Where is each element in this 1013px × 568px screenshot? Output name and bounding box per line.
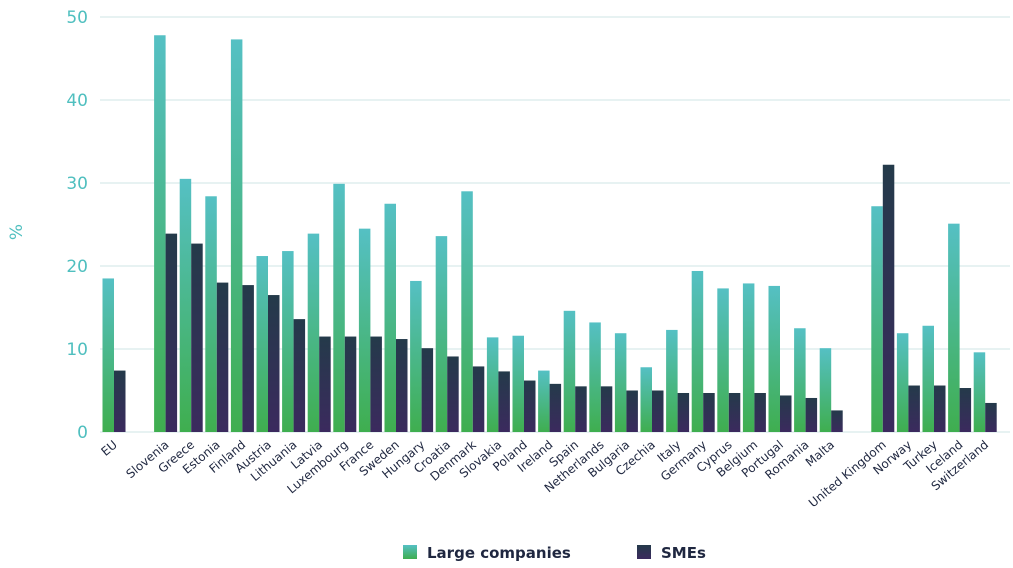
legend-label-large-companies: Large companies: [427, 544, 571, 562]
bar-smes: [703, 392, 715, 432]
bar-smes: [293, 319, 306, 432]
bar-smes: [882, 164, 895, 433]
y-tick-label: 50: [66, 8, 88, 28]
y-tick-label: 40: [66, 91, 88, 111]
bar-smes: [575, 386, 587, 432]
bar-smes: [780, 395, 792, 432]
y-tick-label: 0: [77, 423, 88, 443]
bar-large-companies: [538, 370, 550, 432]
bar-smes: [805, 397, 818, 432]
bar-large-companies: [461, 191, 473, 432]
bar-smes: [447, 356, 459, 432]
bar-smes: [754, 392, 766, 432]
bar-large-companies: [102, 278, 114, 432]
bar-smes: [319, 336, 331, 432]
bar-smes: [728, 392, 741, 432]
bar-smes: [908, 385, 920, 432]
bar-large-companies: [512, 335, 524, 432]
bar-large-companies: [819, 348, 832, 432]
bar-large-companies: [871, 206, 883, 432]
bar-smes: [959, 388, 972, 432]
y-tick-label: 20: [66, 257, 88, 277]
bar-large-companies: [717, 288, 729, 432]
bar-smes: [985, 402, 997, 432]
bar-smes: [498, 371, 510, 432]
x-tick-label: Malta: [803, 438, 837, 470]
bar-large-companies: [282, 251, 294, 432]
bar-smes: [626, 390, 638, 432]
bar-smes: [472, 366, 485, 432]
bar-large-companies: [384, 203, 396, 432]
bar-large-companies: [307, 233, 320, 432]
bar-smes: [549, 383, 562, 432]
bar-large-companies: [742, 283, 755, 432]
bar-smes: [344, 336, 357, 432]
bar-large-companies: [563, 310, 576, 432]
bar-smes: [242, 285, 254, 432]
y-axis: 0 10 20 30 40 50: [66, 8, 88, 443]
bar-large-companies: [410, 280, 422, 432]
bar-large-companies: [179, 178, 192, 432]
bar-large-companies: [948, 223, 960, 432]
bar-large-companies: [358, 228, 371, 432]
bar-large-companies: [205, 196, 217, 432]
bar-smes: [396, 339, 408, 432]
bar-smes: [268, 295, 280, 432]
bar-smes: [652, 390, 664, 432]
legend-label-smes: SMEs: [661, 544, 706, 562]
bar-smes: [216, 282, 229, 432]
bar-large-companies: [640, 367, 652, 432]
bar-large-companies: [486, 337, 499, 432]
bar-smes: [114, 370, 126, 432]
bar-large-companies: [768, 285, 780, 432]
bar-large-companies: [154, 35, 166, 432]
bar-large-companies: [922, 325, 934, 432]
y-tick-label: 30: [66, 174, 88, 194]
bar-large-companies: [973, 352, 986, 432]
bar-smes: [934, 385, 946, 432]
y-axis-label: %: [7, 224, 27, 240]
legend-swatch-large-companies: [403, 545, 417, 559]
bar-smes: [831, 410, 843, 432]
bars: [102, 35, 997, 433]
bar-large-companies: [230, 39, 243, 432]
x-tick-label: EU: [98, 438, 120, 459]
bar-large-companies: [896, 333, 909, 432]
bar-large-companies: [435, 236, 448, 432]
y-tick-label: 10: [66, 340, 88, 360]
bar-large-companies: [666, 329, 678, 432]
bar-smes: [600, 386, 613, 432]
bar-smes: [165, 233, 178, 432]
legend-swatch-smes: [637, 545, 651, 559]
bar-smes: [524, 380, 536, 432]
bar-large-companies: [256, 256, 268, 432]
bar-smes: [191, 243, 203, 432]
bar-large-companies: [691, 270, 704, 432]
bar-large-companies: [333, 183, 345, 432]
bar-smes: [421, 348, 434, 432]
legend: Large companies SMEs: [403, 544, 706, 562]
bar-large-companies: [614, 333, 627, 432]
bar-large-companies: [794, 328, 806, 432]
x-axis: EU SloveniaGreeceEstoniaFinlandAustriaLit…: [98, 438, 991, 511]
bar-large-companies: [589, 322, 601, 432]
bar-smes: [370, 336, 382, 432]
bar-smes: [677, 392, 690, 432]
